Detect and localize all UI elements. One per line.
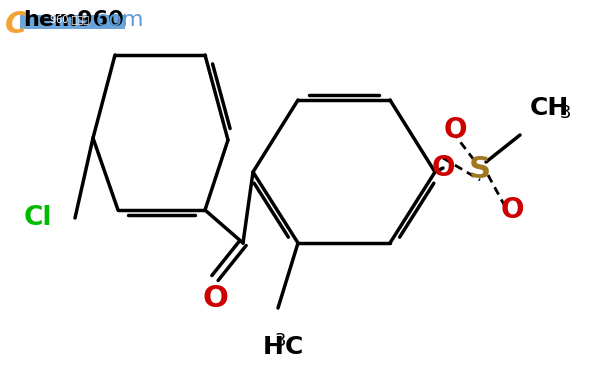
Text: C: C xyxy=(5,10,27,39)
Text: O: O xyxy=(431,154,455,182)
Text: S: S xyxy=(469,156,491,184)
Text: hem960: hem960 xyxy=(23,10,124,30)
Text: CH: CH xyxy=(530,96,569,120)
Text: 3: 3 xyxy=(560,104,572,122)
Text: H: H xyxy=(263,335,284,359)
FancyBboxPatch shape xyxy=(20,15,125,29)
Text: C: C xyxy=(285,335,303,359)
Text: Cl: Cl xyxy=(24,205,52,231)
Text: O: O xyxy=(443,116,466,144)
Text: 960 化工网: 960 化工网 xyxy=(50,14,90,24)
Text: 3: 3 xyxy=(275,332,287,350)
Text: .com: .com xyxy=(90,10,145,30)
Text: O: O xyxy=(500,196,524,224)
Text: O: O xyxy=(202,284,228,313)
